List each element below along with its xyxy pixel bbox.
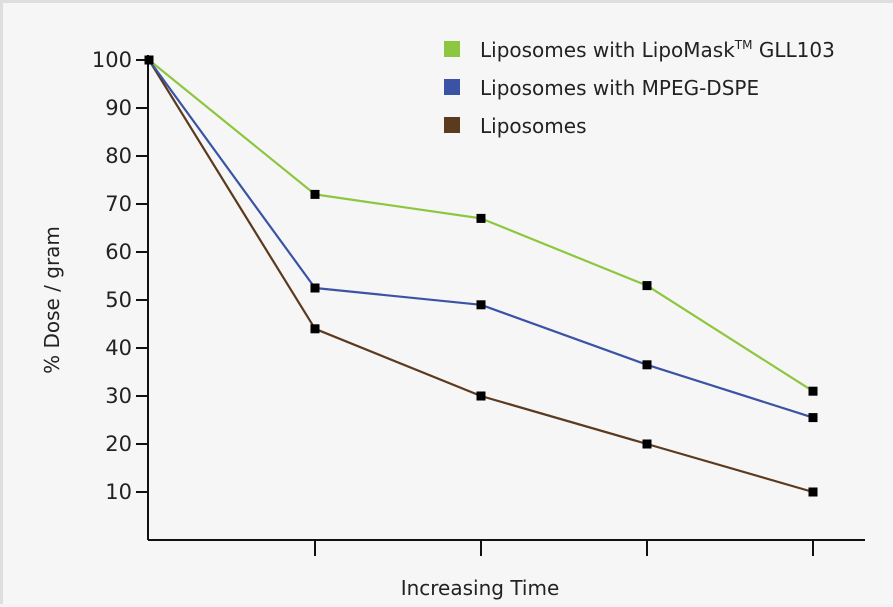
data-point-marker bbox=[642, 281, 652, 291]
data-point-marker bbox=[476, 300, 486, 310]
x-axis-title: Increasing Time bbox=[401, 576, 560, 600]
legend: Liposomes with LipoMaskTM GLL103 Liposome… bbox=[444, 38, 835, 138]
legend-label: Liposomes bbox=[480, 114, 587, 138]
legend-swatch bbox=[444, 41, 460, 57]
legend-swatch bbox=[444, 79, 460, 95]
legend-swatch bbox=[444, 117, 460, 133]
y-tick-label: 20 bbox=[105, 432, 132, 456]
data-point-marker bbox=[642, 360, 652, 370]
y-tick-label: 10 bbox=[105, 480, 132, 504]
data-point-marker bbox=[310, 324, 320, 334]
series-line bbox=[148, 59, 814, 393]
y-tick-label: 80 bbox=[105, 144, 132, 168]
y-tick-label: 50 bbox=[105, 288, 132, 312]
y-tick-label: 30 bbox=[105, 384, 132, 408]
y-axis-title: % Dose / gram bbox=[40, 226, 64, 374]
data-point-marker bbox=[642, 439, 652, 449]
y-tick-label: 60 bbox=[105, 240, 132, 264]
data-point-marker bbox=[476, 213, 486, 223]
data-point-marker bbox=[310, 283, 320, 293]
y-tick-label: 100 bbox=[92, 48, 132, 72]
legend-label: Liposomes with LipoMaskTM GLL103 bbox=[480, 38, 835, 62]
data-point-marker bbox=[476, 391, 486, 401]
y-tick-label: 70 bbox=[105, 192, 132, 216]
y-tick-label: 40 bbox=[105, 336, 132, 360]
data-point-marker bbox=[808, 386, 818, 396]
axes: 10 20 30 40 50 60 70 80 90 100 bbox=[92, 48, 865, 556]
data-point-marker bbox=[808, 487, 818, 497]
line-chart: 10 20 30 40 50 60 70 80 90 100 Liposomes with Lip… bbox=[40, 38, 865, 600]
y-tick-label: 90 bbox=[105, 96, 132, 120]
legend-label: Liposomes with MPEG-DSPE bbox=[480, 76, 759, 100]
data-point-marker bbox=[310, 189, 320, 199]
data-point-marker bbox=[144, 55, 154, 65]
data-point-marker bbox=[808, 413, 818, 423]
series-layer bbox=[144, 55, 818, 497]
